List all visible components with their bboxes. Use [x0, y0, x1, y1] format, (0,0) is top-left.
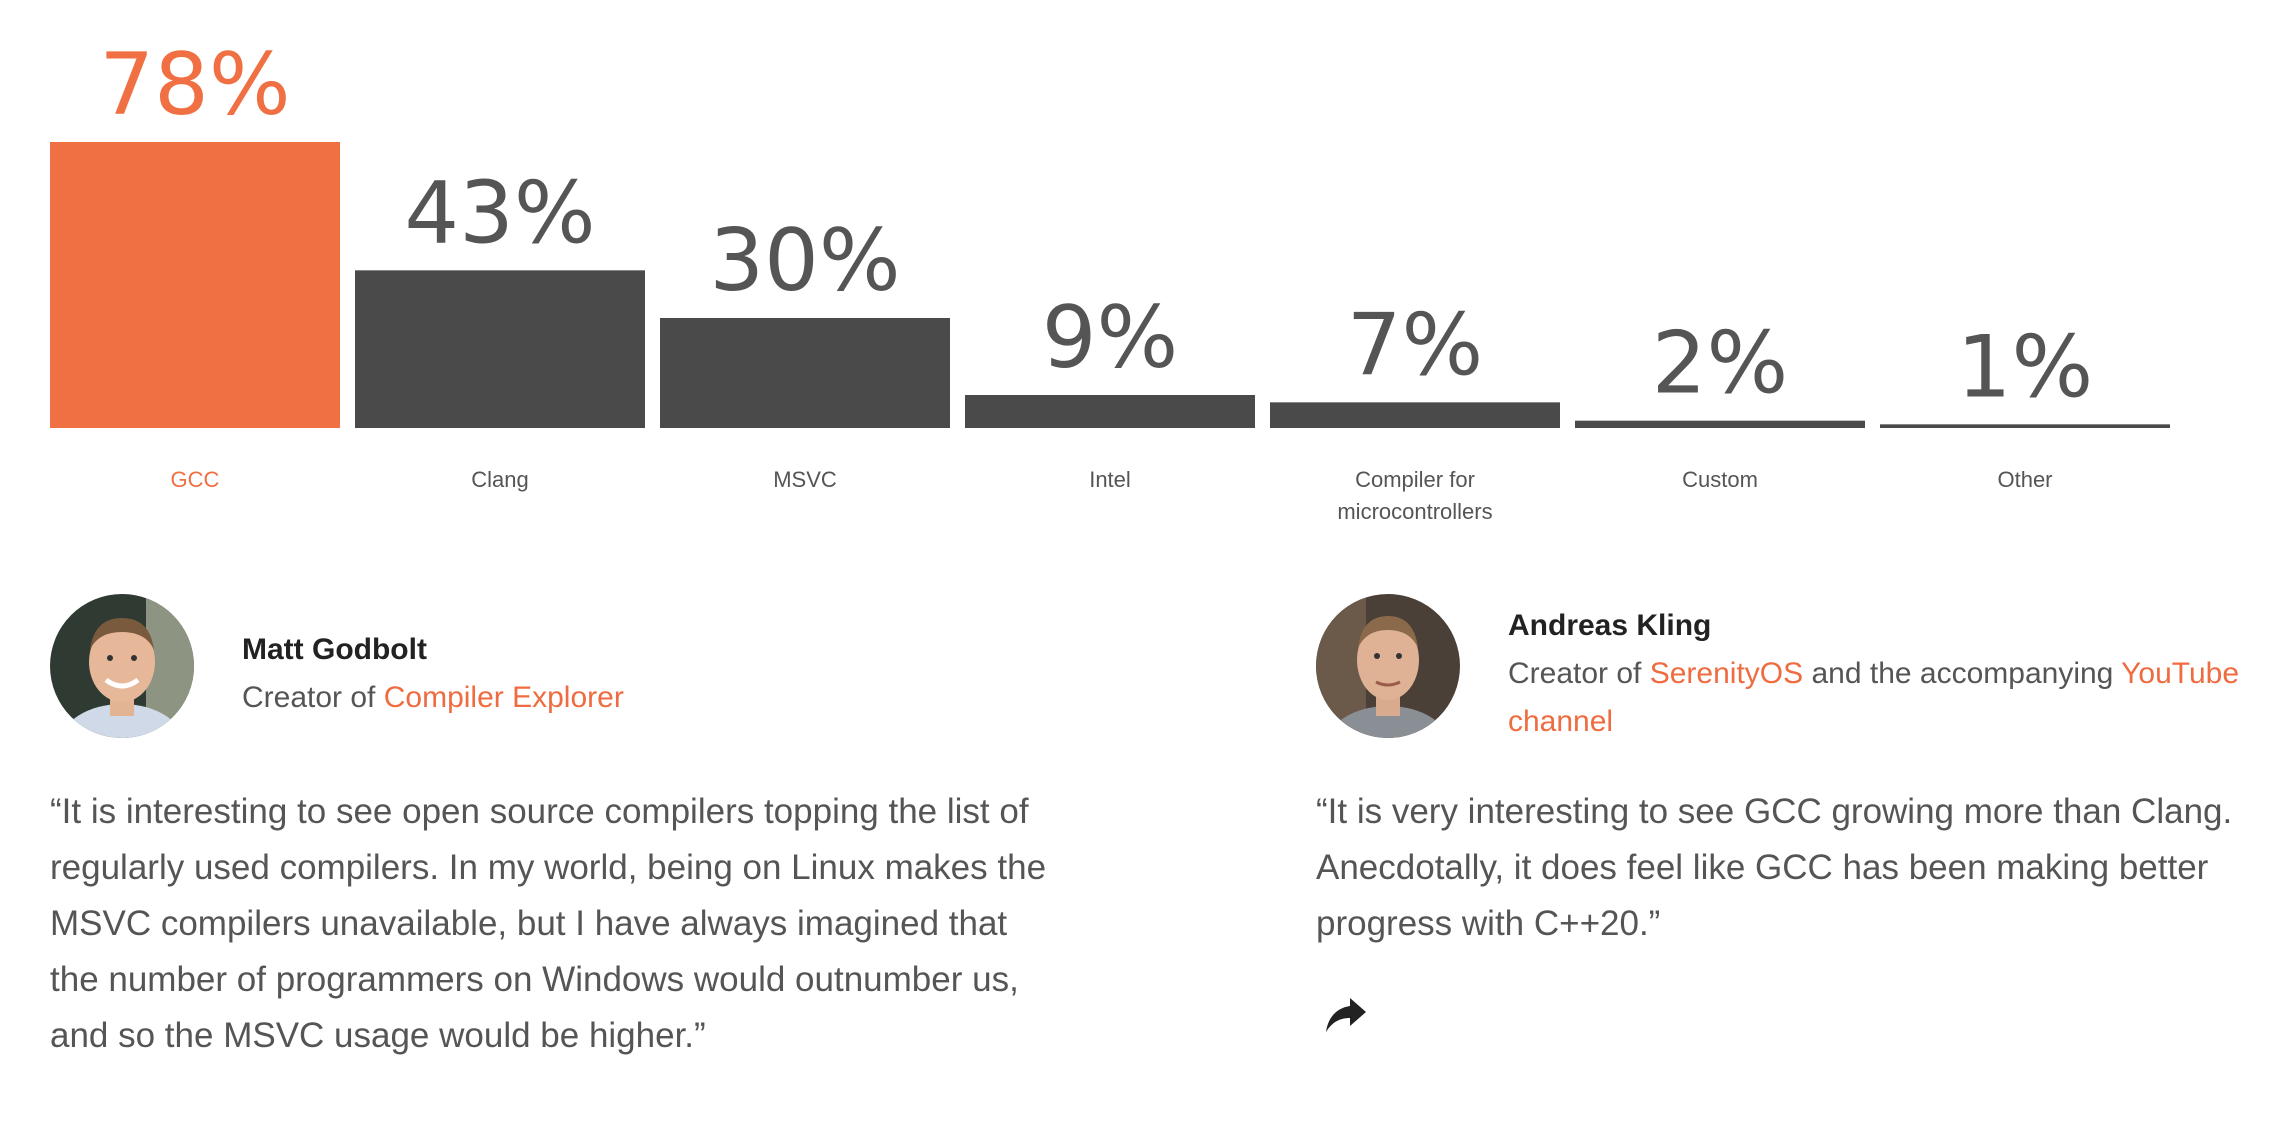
bar-msvc — [660, 318, 950, 428]
testimonial-andreas-kling: Andreas Kling Creator of SerenityOS and … — [1316, 594, 2276, 952]
person-role: Creator of Compiler Explorer — [242, 674, 624, 722]
category-label: Clang — [471, 467, 528, 492]
bar-custom — [1575, 420, 1865, 428]
value-label: 2% — [1652, 314, 1788, 414]
value-label: 9% — [1042, 288, 1178, 388]
value-label: 30% — [709, 211, 900, 311]
category-label: Other — [1997, 467, 2052, 492]
category-label: Intel — [1089, 467, 1131, 492]
serenityos-link[interactable]: SerenityOS — [1649, 657, 1804, 690]
category-label: Custom — [1682, 467, 1758, 492]
bar-compiler-for-microcontrollers — [1270, 402, 1560, 428]
quote-text: “It is very interesting to see GCC growi… — [1316, 792, 2233, 943]
value-label: 1% — [1957, 317, 2093, 417]
value-label: 43% — [404, 163, 595, 263]
testimonial-matt-godbolt: Matt Godbolt Creator of Compiler Explore… — [50, 594, 1050, 1064]
share-arrow-icon[interactable] — [1322, 990, 1370, 1038]
role-prefix: Creator of — [242, 681, 384, 714]
person-name: Andreas Kling — [1508, 609, 1712, 642]
quote-text: “It is interesting to see open source co… — [50, 792, 1047, 1055]
category-label: Compiler for microcontrollers — [1337, 467, 1492, 524]
category-label: MSVC — [773, 467, 837, 492]
person-name: Matt Godbolt — [242, 633, 427, 666]
youtube-channel-link[interactable]: YouTube channel — [1508, 657, 2240, 738]
value-label: 78% — [99, 35, 290, 135]
bar-other — [1880, 424, 2170, 428]
avatar — [1316, 594, 1460, 738]
person-role: Creator of SerenityOS and the accompanyi… — [1508, 650, 2276, 746]
bar-clang — [355, 270, 645, 428]
category-label: GCC — [171, 467, 220, 492]
compiler-explorer-link[interactable]: Compiler Explorer — [383, 681, 624, 714]
avatar — [50, 594, 194, 738]
bar-intel — [965, 395, 1255, 428]
compiler-usage-chart: 78% GCC 43% Clang 30% MSVC 9% Intel 7% Compiler f… — [50, 35, 2170, 524]
bar-gcc — [50, 142, 340, 428]
value-label: 7% — [1347, 295, 1483, 395]
role-prefix: Creator of — [1508, 657, 1650, 690]
role-middle: and the accompanying — [1803, 657, 2122, 690]
